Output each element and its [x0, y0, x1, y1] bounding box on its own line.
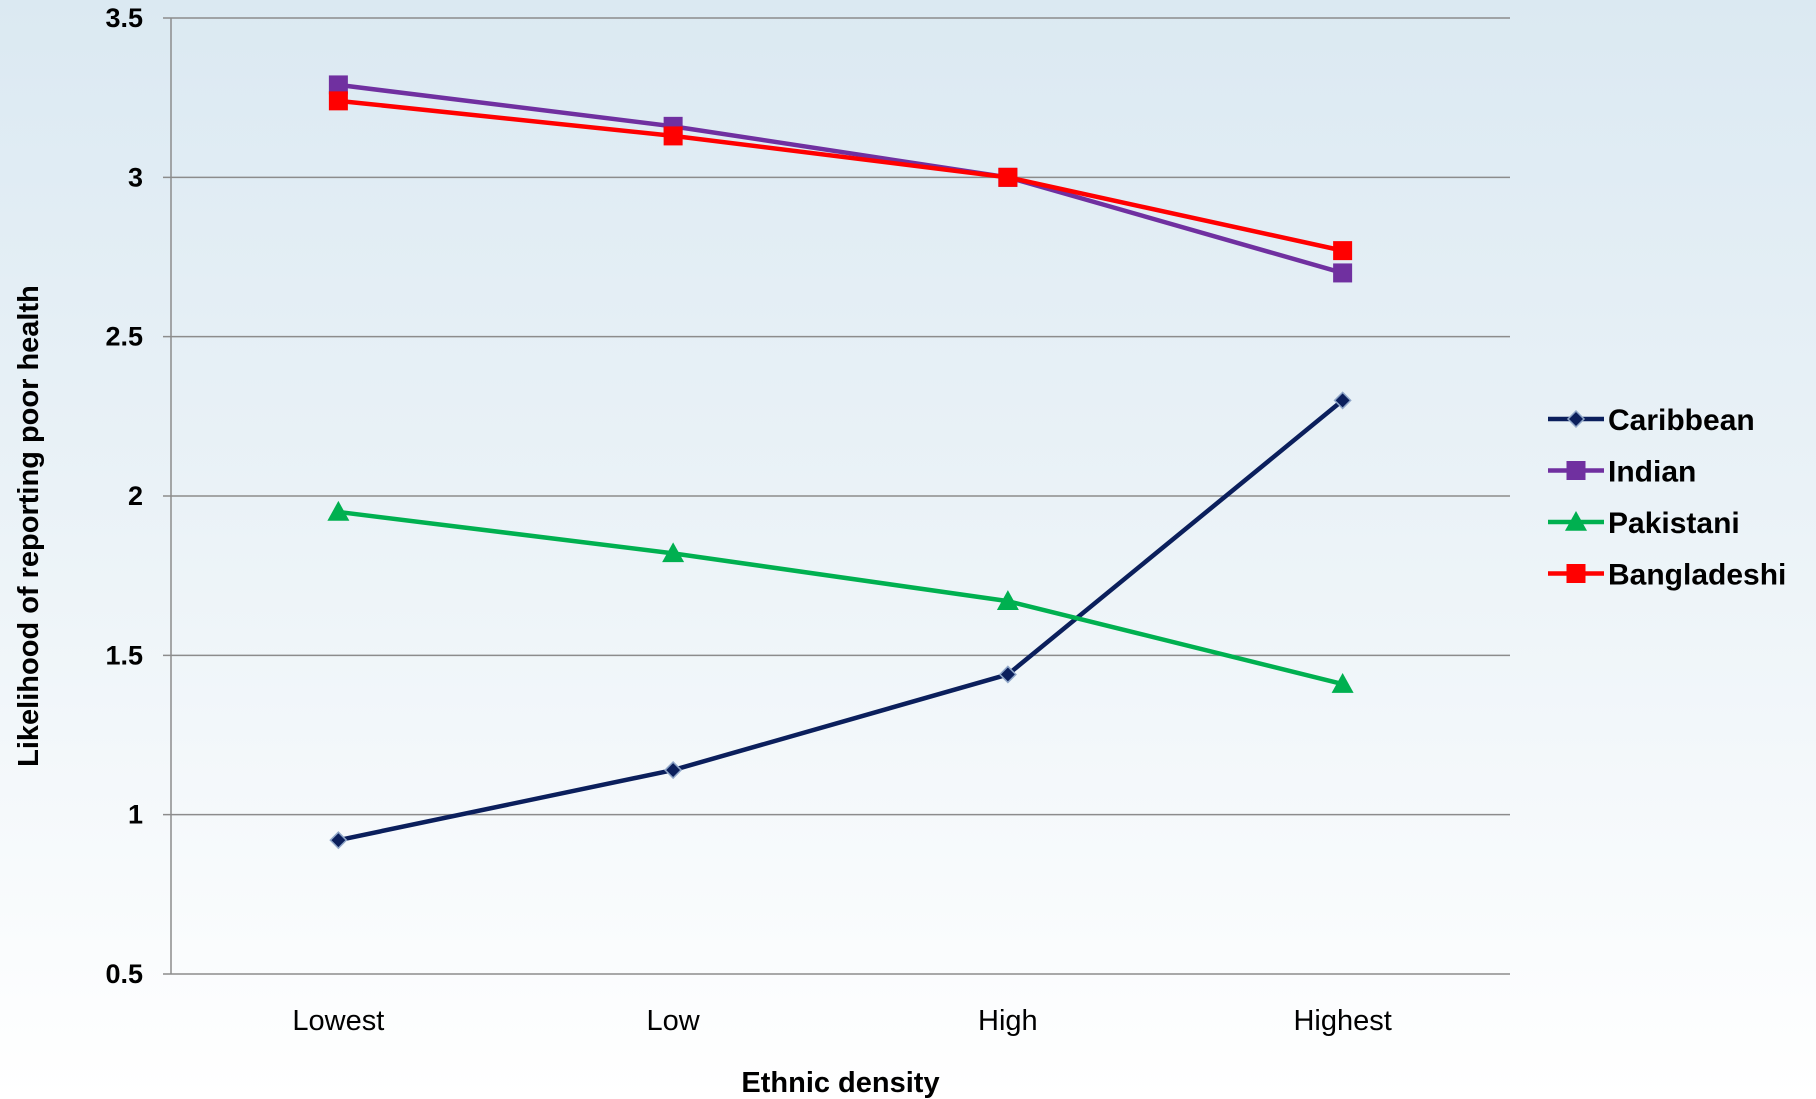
data-point	[1333, 241, 1353, 261]
legend-item-caribbean: Caribbean	[1548, 404, 1755, 437]
legend-marker	[1566, 461, 1586, 480]
x-tick-label: Low	[647, 1005, 701, 1037]
series-pakistani	[327, 500, 1354, 693]
series-group	[327, 75, 1354, 850]
data-point	[329, 831, 348, 850]
data-point	[998, 665, 1017, 684]
data-point	[1333, 263, 1353, 283]
data-point	[663, 126, 683, 146]
data-point	[328, 91, 348, 111]
data-point	[998, 167, 1018, 187]
data-point	[996, 590, 1019, 610]
y-tick-label: 2	[128, 481, 143, 511]
data-point	[1333, 391, 1352, 410]
series-line	[338, 82, 1344, 276]
x-tick-labels: Lowest Low High Highest	[292, 1005, 1391, 1037]
legend-item-pakistani: Pakistani	[1548, 507, 1740, 540]
legend: Caribbean Indian Pakistani Bangladeshi	[1548, 404, 1786, 592]
x-tick-label: High	[978, 1005, 1038, 1037]
legend-label: Pakistani	[1608, 507, 1740, 540]
x-tick-label: Lowest	[292, 1005, 384, 1037]
y-tick-label: 3.5	[105, 3, 143, 33]
y-tick-label: 1	[128, 800, 143, 830]
data-point	[1331, 673, 1354, 693]
y-tick-label: 1.5	[105, 640, 143, 670]
y-tick-label: 0.5	[105, 959, 143, 989]
legend-label: Indian	[1608, 456, 1696, 489]
series-line	[337, 398, 1345, 843]
series-bangladeshi	[328, 91, 1353, 261]
legend-label: Caribbean	[1608, 404, 1755, 437]
data-point	[662, 542, 685, 563]
series-line	[338, 98, 1344, 253]
legend-label: Bangladeshi	[1608, 559, 1786, 592]
legend-marker	[1566, 409, 1586, 429]
legend-item-bangladeshi: Bangladeshi	[1548, 559, 1786, 592]
y-tick-label: 3	[128, 162, 143, 192]
legend-marker	[1566, 564, 1586, 583]
legend-item-indian: Indian	[1548, 456, 1696, 489]
y-tick-label: 2.5	[105, 322, 143, 352]
series-line	[338, 509, 1344, 687]
x-axis-title: Ethnic density	[741, 1067, 939, 1099]
series-caribbean	[329, 391, 1352, 850]
y-axis-title: Likelihood of reporting poor health	[13, 285, 45, 767]
series-indian	[328, 75, 1353, 283]
data-point	[328, 75, 348, 95]
x-tick-label: Highest	[1293, 1005, 1391, 1037]
y-tick-labels: 0.5 1 1.5 2 2.5 3 3.5	[105, 3, 143, 989]
data-point	[664, 760, 683, 780]
data-point	[327, 500, 350, 521]
legend-marker	[1565, 511, 1587, 531]
gridlines	[163, 17, 1510, 975]
